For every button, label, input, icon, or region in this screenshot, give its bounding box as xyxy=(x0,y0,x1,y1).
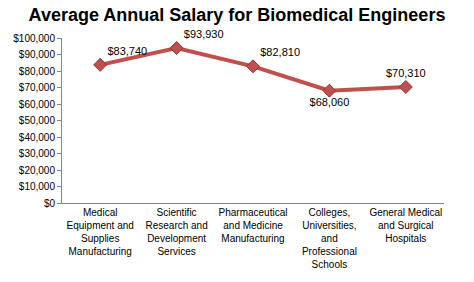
svg-text:$100,000: $100,000 xyxy=(13,33,55,44)
svg-text:$90,000: $90,000 xyxy=(19,49,56,60)
svg-text:$20,000: $20,000 xyxy=(19,165,56,176)
svg-text:$60,000: $60,000 xyxy=(19,99,56,110)
svg-text:Pharmaceuticaland MedicineManu: Pharmaceuticaland MedicineManufacturing xyxy=(219,207,288,244)
svg-text:MedicalEquipment andSuppliesMa: MedicalEquipment andSuppliesManufacturin… xyxy=(67,207,134,257)
svg-text:General Medicaland SurgicalHos: General Medicaland SurgicalHospitals xyxy=(369,207,442,244)
svg-text:$0: $0 xyxy=(44,198,56,209)
svg-text:$40,000: $40,000 xyxy=(19,132,56,143)
svg-text:$83,740: $83,740 xyxy=(107,45,147,57)
svg-text:$30,000: $30,000 xyxy=(19,148,56,159)
svg-text:$68,060: $68,060 xyxy=(310,96,350,108)
svg-text:$80,000: $80,000 xyxy=(19,66,56,77)
svg-text:$82,810: $82,810 xyxy=(260,46,300,58)
svg-text:$70,000: $70,000 xyxy=(19,82,56,93)
svg-text:Average Annual Salary for Biom: Average Annual Salary for Biomedical Eng… xyxy=(29,5,446,25)
svg-text:$70,310: $70,310 xyxy=(386,67,426,79)
svg-text:$93,930: $93,930 xyxy=(184,28,224,40)
svg-text:ScientificResearch andDevelopm: ScientificResearch andDevelopmentService… xyxy=(145,207,207,257)
svg-text:Colleges,Universities,andProfe: Colleges,Universities,andProfessionalSch… xyxy=(302,207,357,270)
svg-text:$50,000: $50,000 xyxy=(19,115,56,126)
svg-text:$10,000: $10,000 xyxy=(19,181,56,192)
